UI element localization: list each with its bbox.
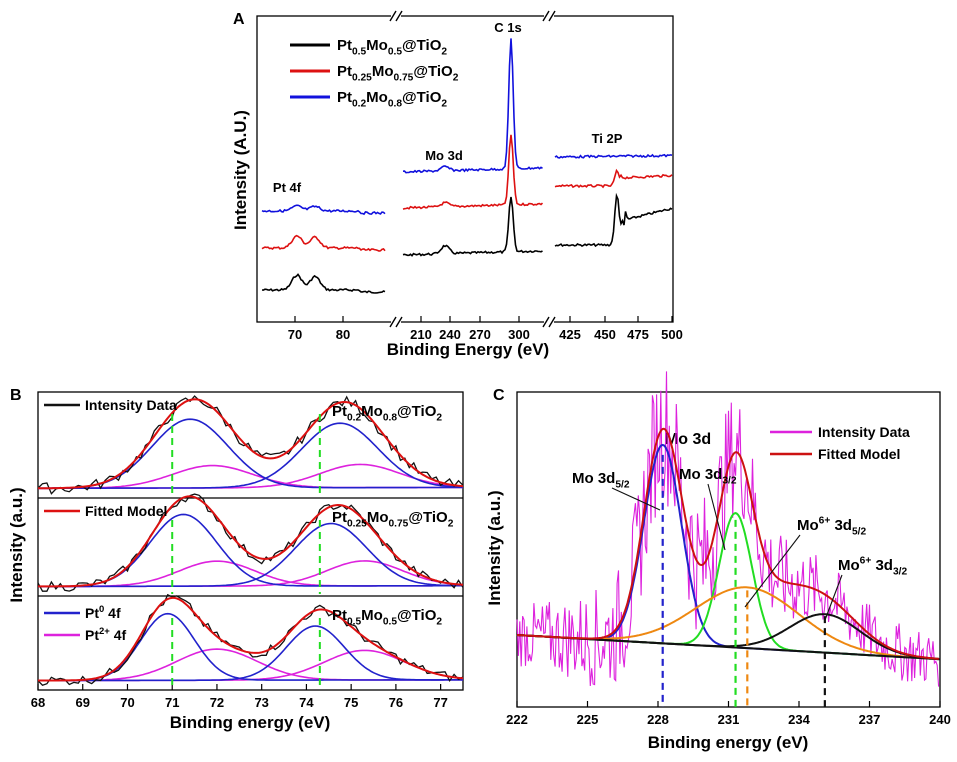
panel-c-tick-label: 225 bbox=[577, 712, 599, 727]
panel-a-series-line bbox=[261, 234, 386, 252]
panel-b-fitted-model bbox=[38, 495, 464, 588]
panel-c-letter: C bbox=[493, 387, 505, 404]
axis-break-mask bbox=[391, 317, 401, 327]
panel-b-legend-label: Pt2+ 4f bbox=[85, 626, 127, 643]
panel-c-legend-label: Fitted Model bbox=[818, 446, 900, 462]
axis-break-mark bbox=[389, 10, 397, 22]
panel-a-letter: A bbox=[233, 11, 245, 28]
panel-a-tick-label: 240 bbox=[439, 327, 461, 342]
panel-c-tick-label: 237 bbox=[859, 712, 881, 727]
panel-b-tick-label: 77 bbox=[433, 695, 447, 710]
panel-b-fitted-model bbox=[37, 398, 464, 490]
panel-a-frame bbox=[256, 15, 674, 323]
panel-a-tick-label: 450 bbox=[594, 327, 616, 342]
panel-b-sample-label: Pt0.25Mo0.75@TiO2 bbox=[332, 509, 454, 530]
panel-a-tick-label: 80 bbox=[336, 327, 350, 342]
panel-a-tick-label: 425 bbox=[559, 327, 581, 342]
panel-b-intensity-data bbox=[37, 395, 464, 495]
panel-c-title: Mo 3d bbox=[665, 431, 711, 448]
axis-break-mark bbox=[395, 10, 403, 22]
axis-break-mark bbox=[548, 10, 556, 22]
panel-a-series-line bbox=[402, 134, 544, 210]
panel-a-legend-label: Pt0.5Mo0.5@TiO2 bbox=[337, 37, 447, 58]
panel-b-tick-label: 76 bbox=[389, 695, 403, 710]
panel-b-tick-label: 70 bbox=[120, 695, 134, 710]
panel-c-tick-label: 231 bbox=[718, 712, 740, 727]
panel-c-annotation-leader bbox=[611, 487, 661, 511]
panel-c-component-label: Mo 3d5/2 bbox=[572, 470, 630, 491]
panel-c-fitted-model bbox=[516, 427, 939, 660]
panel-b-pt0-component bbox=[38, 422, 463, 490]
axis-break-mark bbox=[395, 316, 403, 328]
axis-break-mask bbox=[544, 317, 554, 327]
panel-b-pt0-component bbox=[38, 522, 463, 588]
panel-b-tick-label: 69 bbox=[76, 695, 90, 710]
panel-b-tick-label: 71 bbox=[165, 695, 179, 710]
panel-c-component-label: Mo6+ 3d5/2 bbox=[797, 516, 866, 538]
panel-a-tick-label: 70 bbox=[288, 327, 302, 342]
panel-a-series-line bbox=[402, 196, 543, 257]
panel-c-xlabel: Binding energy (eV) bbox=[648, 733, 809, 752]
panel-a-xlabel: Binding Energy (eV) bbox=[387, 340, 549, 359]
panel-a-c1s-label: C 1s bbox=[494, 20, 521, 35]
panel-b-tick-label: 72 bbox=[210, 695, 224, 710]
axis-break-mark bbox=[542, 10, 550, 22]
panel-b-xlabel: Binding energy (eV) bbox=[170, 713, 331, 732]
panel-c-annotation-leader bbox=[824, 574, 843, 621]
axis-break-mark bbox=[548, 316, 556, 328]
panel-a-tick-label: 475 bbox=[627, 327, 649, 342]
panel-b-legend-label: Pt0 4f bbox=[85, 604, 121, 621]
panel-b-tick-label: 75 bbox=[344, 695, 358, 710]
panel-a-tick-label: 270 bbox=[469, 327, 491, 342]
panel-b-legend-label: Fitted Model bbox=[85, 503, 167, 519]
panel-b-sample-label: Pt0.5Mo0.5@TiO2 bbox=[332, 607, 442, 628]
panel-c-legend-label: Intensity Data bbox=[818, 424, 910, 440]
panel-b-intensity-data bbox=[37, 493, 464, 592]
panel-a-series-line bbox=[261, 204, 386, 216]
panel-b-pt0-component bbox=[38, 625, 463, 682]
panel-c-annotation-leader bbox=[744, 534, 801, 608]
panel-a-legend-label: Pt0.2Mo0.8@TiO2 bbox=[337, 89, 447, 110]
panel-b-fitted-model bbox=[38, 596, 464, 682]
panel-a-legend-label: Pt0.25Mo0.75@TiO2 bbox=[337, 63, 459, 84]
axis-break-mark bbox=[542, 316, 550, 328]
axis-break-mark bbox=[389, 316, 397, 328]
panel-b-sample-label: Pt0.2Mo0.8@TiO2 bbox=[332, 403, 442, 424]
panel-c-tick-label: 222 bbox=[506, 712, 528, 727]
panel-c-ylabel: Intensity (a.u.) bbox=[485, 490, 504, 605]
panel-b-ylabel: Intensity (a.u.) bbox=[7, 487, 26, 602]
panel-b-tick-label: 68 bbox=[31, 695, 45, 710]
panel-a-series-line bbox=[261, 273, 386, 294]
panel-b-tick-label: 73 bbox=[254, 695, 268, 710]
panel-a-pt4f-label: Pt 4f bbox=[273, 180, 302, 195]
panel-c-component-label: Mo 3d3/2 bbox=[679, 466, 737, 487]
panel-a-tick-label: 210 bbox=[410, 327, 432, 342]
panel-c-component-label: Mo6+ 3d3/2 bbox=[838, 556, 907, 578]
panel-a-series-line bbox=[554, 153, 673, 159]
panel-a-series-line bbox=[402, 38, 543, 174]
panel-a-ti2p-label: Ti 2P bbox=[592, 131, 623, 146]
panel-a-ylabel: Intensity (A.U.) bbox=[231, 110, 250, 230]
panel-b-intensity-data bbox=[37, 593, 464, 686]
axis-break-mask bbox=[544, 11, 554, 21]
panel-c-annotation-leader bbox=[707, 483, 726, 551]
panel-c-tick-label: 234 bbox=[788, 712, 810, 727]
axis-break-mask bbox=[391, 11, 401, 21]
panel-b-frame bbox=[37, 391, 464, 691]
panel-c-tick-label: 228 bbox=[647, 712, 669, 727]
panel-a-tick-label: 500 bbox=[661, 327, 683, 342]
panel-a-series-line bbox=[554, 168, 673, 189]
panel-b-legend-label: Intensity Data bbox=[85, 397, 177, 413]
panel-a-series-line bbox=[554, 192, 673, 248]
panel-a-mo3d-label: Mo 3d bbox=[425, 148, 463, 163]
panel-c-tick-label: 240 bbox=[929, 712, 951, 727]
panel-b-tick-label: 74 bbox=[299, 695, 314, 710]
panel-a-tick-label: 300 bbox=[508, 327, 530, 342]
panel-b-letter: B bbox=[10, 387, 22, 404]
